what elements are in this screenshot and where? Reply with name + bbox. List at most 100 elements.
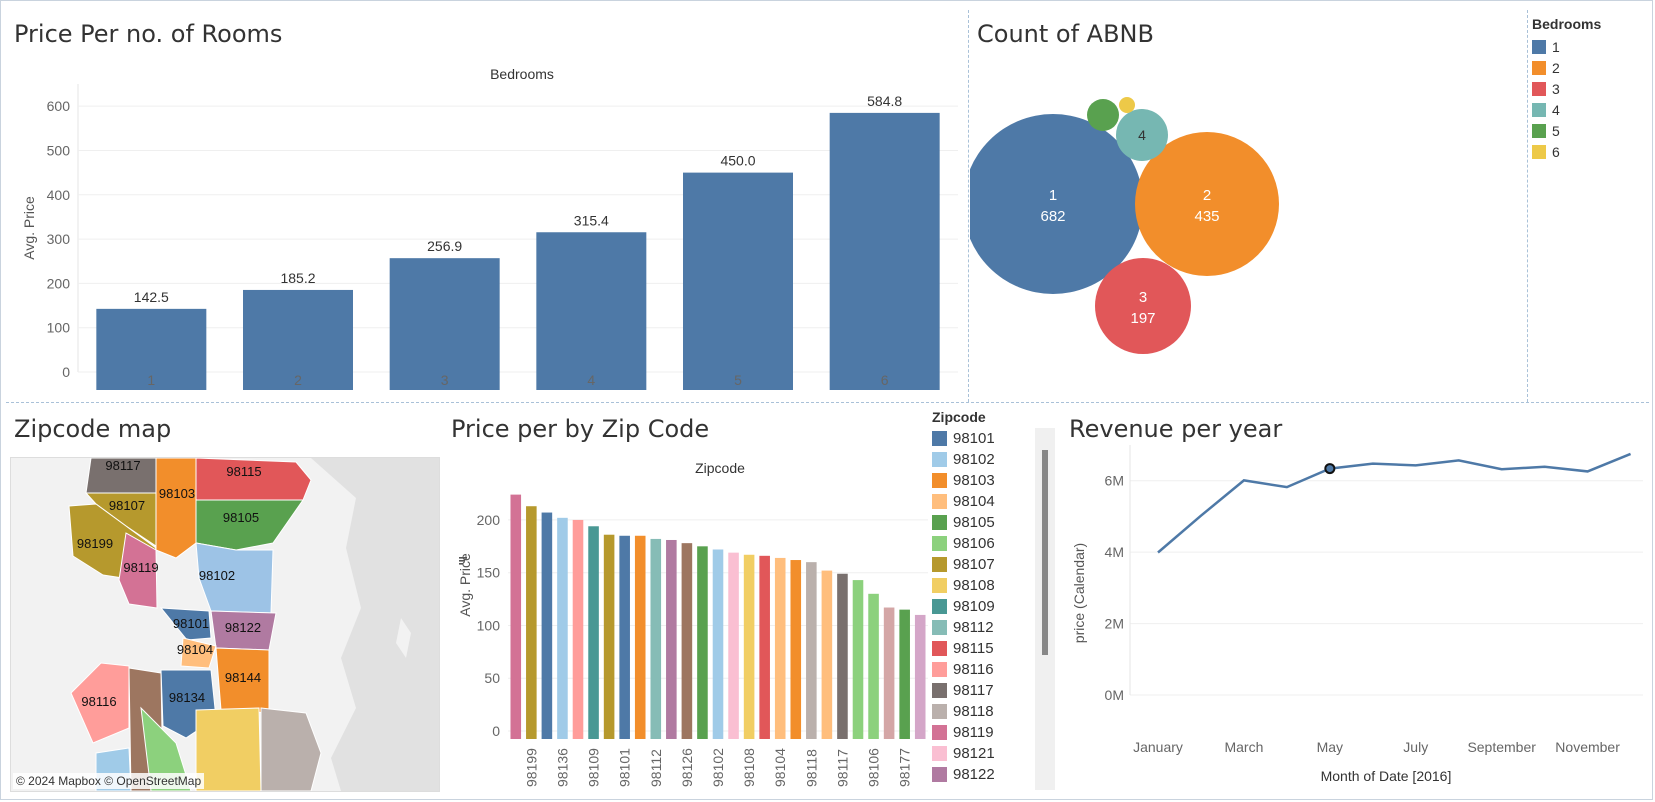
- bubble-3[interactable]: [1095, 258, 1191, 354]
- line-chart-xtick: November: [1555, 739, 1620, 755]
- zipcode-legend-item-98118[interactable]: 98118: [932, 701, 1032, 722]
- zipcode-legend-item-98105[interactable]: 98105: [932, 512, 1032, 533]
- zip-chart-bar[interactable]: [821, 570, 833, 739]
- zip-chart-ylabel: Avg. Price: [457, 553, 473, 617]
- zipcode-legend-label: 98103: [953, 472, 995, 489]
- zip-chart-bar[interactable]: [759, 555, 770, 739]
- bedrooms-legend-label: 1: [1552, 38, 1560, 55]
- zipcode-legend-item-98112[interactable]: 98112: [932, 617, 1032, 638]
- zipcode-legend-item-98117[interactable]: 98117: [932, 680, 1032, 701]
- zipcode-legend-item-98103[interactable]: 98103: [932, 470, 1032, 491]
- map-region-southeast[interactable]: [260, 707, 322, 791]
- zipcode-legend-item-98102[interactable]: 98102: [932, 449, 1032, 470]
- zip-chart-bar[interactable]: [743, 554, 755, 739]
- map-region-label: 98116: [81, 694, 116, 709]
- zip-chart-bar[interactable]: [883, 607, 895, 739]
- bedrooms-legend-item-3[interactable]: 3: [1532, 78, 1642, 99]
- map-region-98107[interactable]: [84, 492, 157, 547]
- line-chart-series[interactable]: [1157, 452, 1632, 554]
- zip-chart-bar[interactable]: [868, 593, 879, 739]
- bubble-5[interactable]: [1087, 99, 1119, 131]
- map-region-98119[interactable]: [118, 532, 158, 609]
- zip-chart-bar[interactable]: [603, 534, 615, 739]
- bedrooms-legend-swatch: [1532, 123, 1546, 138]
- zip-chart-bar[interactable]: [588, 526, 599, 739]
- map-region-98105[interactable]: [195, 499, 304, 551]
- bedrooms-legend-item-2[interactable]: 2: [1532, 57, 1642, 78]
- zipcode-legend-item-98104[interactable]: 98104: [932, 491, 1032, 512]
- bubble-1[interactable]: [970, 114, 1143, 294]
- zip-chart-bar[interactable]: [541, 512, 553, 739]
- zip-chart: Zipcode Avg. Price 0 50 100 150 200 98199 981…: [457, 460, 928, 787]
- zipcode-map[interactable]: 98117 98115 98103 98107 98105 98199 98119 98102…: [10, 457, 440, 792]
- zip-chart-bar[interactable]: [914, 614, 926, 739]
- zip-chart-bar[interactable]: [666, 539, 677, 739]
- bar-chart-bar[interactable]: [536, 232, 647, 390]
- zipcode-legend: Zipcode 98101 98102 98103 98104 98105 98106 98…: [932, 409, 1032, 792]
- zipcode-legend-swatch: [932, 452, 947, 467]
- map-region-98104[interactable]: [180, 637, 217, 669]
- bar-chart-header: Bedrooms: [490, 66, 554, 82]
- zip-chart-ytick: 0: [492, 723, 500, 739]
- zipcode-legend-item-98109[interactable]: 98109: [932, 596, 1032, 617]
- zip-chart-xtick: 98102: [710, 748, 726, 787]
- zip-chart-bar[interactable]: [712, 549, 724, 739]
- line-chart-highlight-point[interactable]: [1324, 463, 1336, 475]
- zipcode-legend-item-98101[interactable]: 98101: [932, 428, 1032, 449]
- map-region-south[interactable]: [195, 707, 262, 791]
- bar-chart-bar[interactable]: [96, 308, 207, 390]
- zipcode-legend-item-98107[interactable]: 98107: [932, 554, 1032, 575]
- zip-chart-bar[interactable]: [899, 609, 910, 739]
- zip-chart-bar[interactable]: [852, 580, 864, 739]
- zipcode-legend-swatch: [932, 683, 947, 698]
- zipcode-legend-label: 98101: [953, 430, 995, 447]
- zip-chart-bar[interactable]: [790, 560, 802, 739]
- bar-chart-bar[interactable]: [683, 172, 793, 390]
- bubble-6[interactable]: [1119, 97, 1135, 113]
- zip-chart-bar[interactable]: [806, 562, 817, 739]
- bar-chart-title: Price Per no. of Rooms: [14, 20, 283, 48]
- zipcode-legend-item-98121[interactable]: 98121: [932, 743, 1032, 764]
- legend-scrollbar-thumb[interactable]: [1042, 450, 1048, 655]
- zip-chart-sort-icon[interactable]: [459, 557, 467, 565]
- bedrooms-legend-item-4[interactable]: 4: [1532, 99, 1642, 120]
- map-region-label: 98199: [77, 536, 113, 551]
- map-region-98101[interactable]: [159, 607, 212, 641]
- map-region-south-green[interactable]: [140, 706, 192, 791]
- zip-chart-bar[interactable]: [557, 517, 568, 739]
- zipcode-legend-item-98115[interactable]: 98115: [932, 638, 1032, 659]
- map-region-98103[interactable]: [155, 458, 197, 559]
- zipcode-legend-item-98106[interactable]: 98106: [932, 533, 1032, 554]
- zip-chart-ytick: 200: [477, 512, 501, 528]
- bubble-chart-title: Count of ABNB: [977, 20, 1154, 48]
- zip-chart-xtick: 98109: [586, 748, 602, 787]
- zipcode-legend-item-98119[interactable]: 98119: [932, 722, 1032, 743]
- zipcode-legend-item-98122[interactable]: 98122: [932, 764, 1032, 785]
- bar-chart-ytick: 200: [47, 275, 71, 291]
- zip-chart-bar[interactable]: [837, 573, 848, 739]
- zipcode-legend-swatch: [932, 641, 947, 656]
- zip-chart-bar[interactable]: [650, 538, 662, 739]
- zip-chart-bar[interactable]: [572, 519, 584, 739]
- zip-chart-bar[interactable]: [619, 535, 630, 739]
- zip-chart-bar[interactable]: [681, 543, 693, 739]
- bar-chart-bar[interactable]: [389, 258, 500, 390]
- zipcode-legend-item-98108[interactable]: 98108: [932, 575, 1032, 596]
- zipcode-legend-swatch: [932, 557, 947, 572]
- zip-chart-bar[interactable]: [634, 535, 646, 739]
- bedrooms-legend-item-5[interactable]: 5: [1532, 120, 1642, 141]
- zip-chart-bar[interactable]: [697, 546, 708, 739]
- bar-chart-bar[interactable]: [243, 289, 353, 390]
- zipcode-legend-item-98116[interactable]: 98116: [932, 659, 1032, 680]
- bar-chart-xtick: 3: [441, 372, 449, 388]
- zip-chart-bar[interactable]: [526, 506, 537, 739]
- zip-chart-bar[interactable]: [510, 494, 522, 739]
- bar-chart-bar[interactable]: [829, 112, 940, 390]
- bubble-chart: 1 682 2 435 3 197 4: [970, 97, 1279, 354]
- zip-chart-bar[interactable]: [728, 552, 739, 739]
- bubble-4[interactable]: [1116, 109, 1168, 161]
- zip-chart-bar[interactable]: [774, 557, 786, 739]
- bubble-2[interactable]: [1135, 132, 1279, 276]
- bedrooms-legend-item-1[interactable]: 1: [1532, 36, 1642, 57]
- bedrooms-legend-item-6[interactable]: 6: [1532, 141, 1642, 162]
